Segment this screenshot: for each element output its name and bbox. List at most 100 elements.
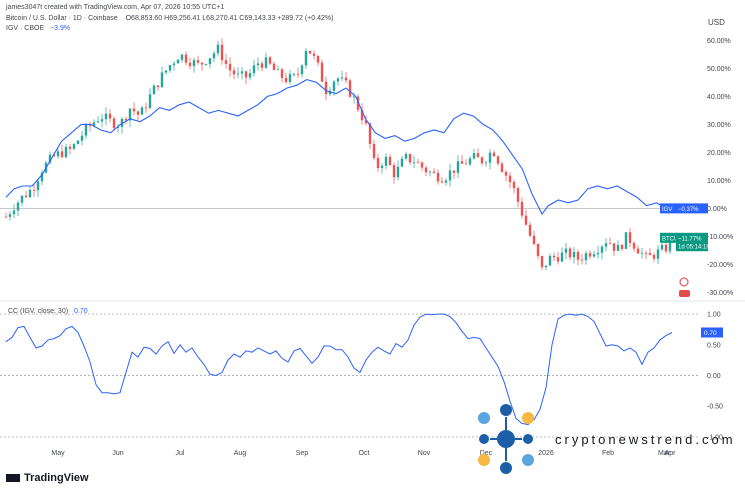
candle-down (424, 167, 428, 173)
candle-down (376, 158, 380, 168)
candle-down (364, 120, 368, 124)
cc-y-tick-label: 0.00 (707, 373, 721, 380)
correlation-last-value: 0.70 (74, 308, 88, 315)
candle-up (48, 154, 52, 163)
candle-down (612, 243, 616, 251)
candle-down (652, 254, 656, 259)
candle-up (624, 232, 628, 249)
tradingview-logo[interactable]: TradingView (6, 472, 89, 484)
candle-up (100, 119, 104, 122)
x-tick-label: Feb (602, 450, 614, 457)
candle-down (360, 109, 364, 121)
x-tick-label: Nov (418, 450, 431, 457)
main-price-axis[interactable]: 60.00% 50.00% 40.00% 30.00% 20.00% 10.00% 0.00… (707, 38, 733, 297)
price-badge: BTCUSD−11.77% (660, 232, 708, 243)
candle-up (596, 252, 600, 255)
x-tick-label: Aug (234, 450, 247, 457)
candle-down (540, 256, 544, 268)
x-tick-label: 2026 (538, 450, 554, 457)
right-side-icons[interactable] (679, 277, 690, 297)
symbol-legend[interactable]: Bitcoin / U.S. Dollar · 1D · Coinbase O6… (6, 15, 333, 22)
candle-down (312, 53, 316, 56)
candle-down (632, 242, 636, 249)
igv-legend[interactable]: IGV · CBOE −3.9% (6, 25, 70, 32)
currency-label[interactable]: USD (708, 18, 725, 27)
candle-down (536, 244, 540, 257)
candle-up (76, 140, 80, 145)
candle-down (620, 245, 624, 249)
candle-down (228, 63, 232, 71)
badge-value: 1d 05:14:16 (678, 245, 710, 251)
candle-up (176, 59, 180, 64)
candle-up (180, 54, 184, 60)
candle-up (212, 53, 216, 59)
candle-up (656, 249, 660, 259)
candle-up (236, 73, 240, 75)
candle-down (348, 80, 352, 97)
y-tick-label: 50.00% (707, 66, 731, 73)
correlation-axis[interactable]: 1.00 0.50 0.00 -0.50 -1.00 (707, 312, 723, 442)
candle-down (664, 244, 668, 252)
candle-down (420, 162, 424, 168)
candle-down (244, 71, 248, 78)
igv-symbol-label: IGV · CBOE (6, 25, 45, 32)
candle-down (108, 113, 112, 119)
cc-badge-bg (701, 327, 723, 338)
correlation-badge: 0.70 (701, 327, 723, 338)
correlation-legend[interactable]: CC (IGV, close, 30) 0.70 (8, 308, 88, 315)
candle-down (504, 171, 508, 176)
candle-up (64, 146, 68, 157)
candle-down (568, 248, 572, 258)
watermark-logo (478, 404, 534, 474)
y-tick-label: -20.00% (707, 262, 733, 269)
candle-up (328, 90, 332, 95)
badge-label: BTCUSD (662, 236, 687, 242)
candle-down (52, 154, 56, 157)
correlation-title: CC (IGV, close, 30) (8, 308, 68, 315)
candle-up (592, 254, 596, 257)
candle-down (280, 69, 284, 78)
candle-down (408, 154, 412, 163)
candle-down (268, 57, 272, 64)
candle-up (336, 78, 340, 82)
btc-candles (4, 38, 672, 271)
candle-up (564, 248, 568, 253)
x-tick-label: May (51, 450, 65, 457)
y-tick-label: 30.00% (707, 122, 731, 129)
candle-down (628, 232, 632, 243)
candle-down (324, 81, 328, 95)
y-tick-label: -10.00% (707, 234, 733, 241)
y-tick-label: 0.00% (707, 206, 727, 213)
candle-up (548, 255, 552, 266)
candle-down (516, 188, 520, 202)
x-tick-label: Oct (359, 450, 370, 457)
candle-down (520, 201, 524, 216)
candle-down (452, 170, 456, 173)
candle-up (92, 122, 96, 126)
candle-up (604, 243, 608, 247)
candle-down (316, 55, 320, 63)
candle-down (156, 85, 160, 88)
alert-icon[interactable] (679, 277, 689, 287)
candle-down (532, 235, 536, 245)
candle-down (556, 257, 560, 262)
candle-up (172, 63, 176, 66)
candle-up (56, 151, 60, 157)
flag-icon[interactable] (679, 290, 690, 297)
candle-down (60, 151, 64, 157)
candle-down (480, 157, 484, 164)
candle-up (660, 244, 664, 250)
candle-down (464, 163, 468, 165)
candle-up (332, 81, 336, 91)
candle-up (240, 71, 244, 74)
candle-down (368, 123, 372, 144)
candle-down (440, 181, 444, 183)
candle-up (168, 65, 172, 71)
x-tick-label: Apr (665, 450, 677, 457)
candle-up (340, 77, 344, 79)
candle-down (524, 215, 528, 225)
candle-up (488, 152, 492, 163)
